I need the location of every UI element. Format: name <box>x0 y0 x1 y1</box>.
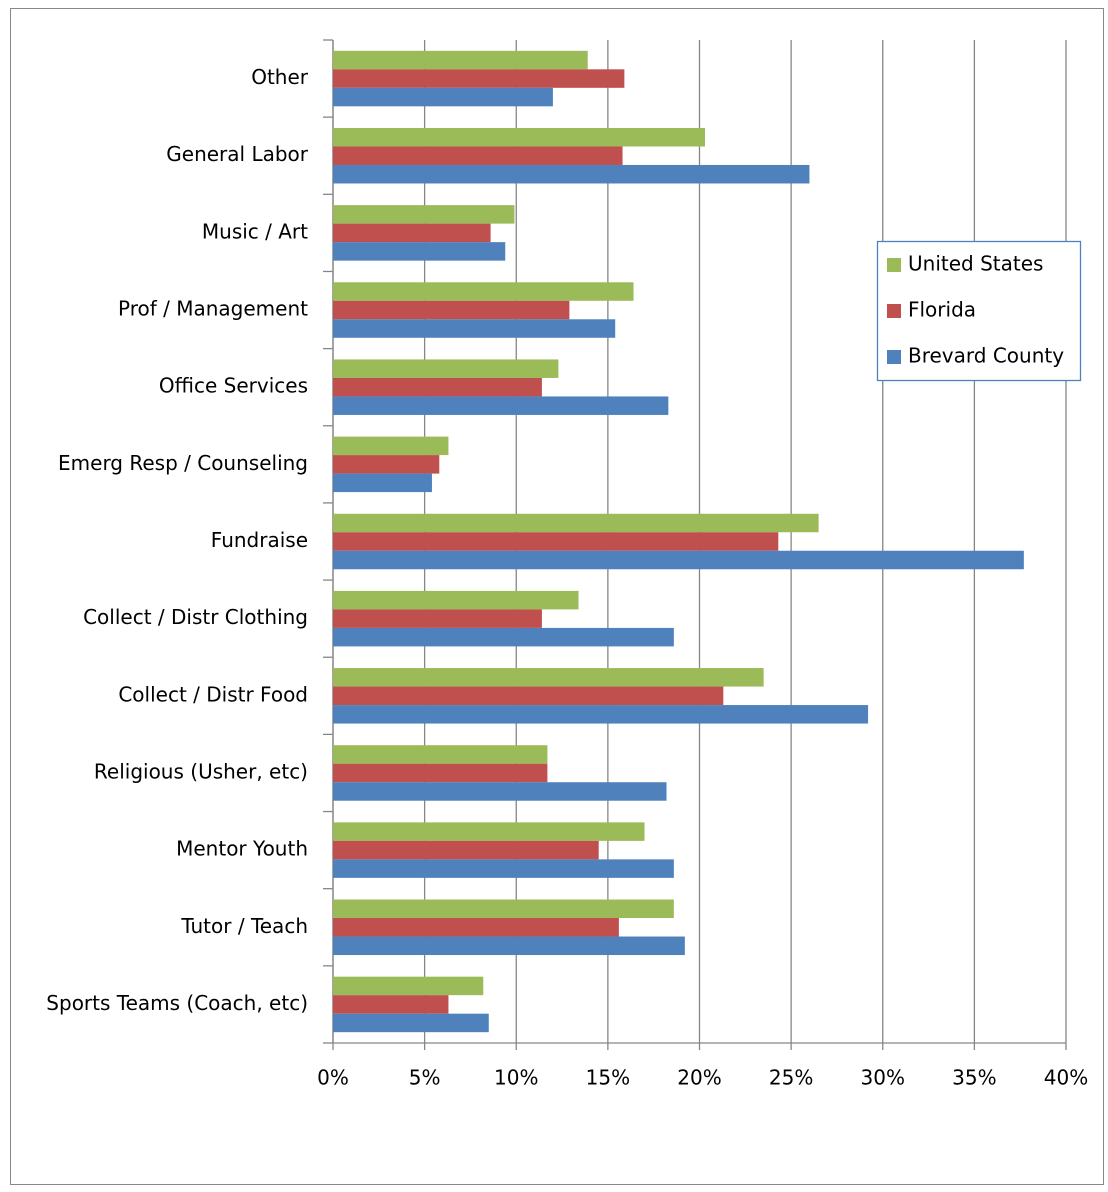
bar <box>333 627 674 647</box>
bar <box>333 918 619 937</box>
legend-box <box>876 240 1082 382</box>
y-tick-label: Mentor Youth <box>176 837 308 861</box>
bar <box>333 995 449 1014</box>
bar <box>333 146 623 165</box>
bar <box>333 455 440 474</box>
bar <box>333 840 599 860</box>
bar <box>333 763 548 783</box>
bar <box>333 359 559 378</box>
bar <box>333 782 667 801</box>
legend-label: United States <box>908 252 1043 276</box>
bar <box>333 705 869 724</box>
bar <box>333 745 548 764</box>
x-tick-label: 20% <box>677 1066 721 1090</box>
bar <box>333 473 432 493</box>
y-tick-label: Prof / Management <box>118 297 308 321</box>
bar <box>333 976 484 996</box>
x-tick-label: 10% <box>494 1066 538 1090</box>
bar <box>333 69 625 88</box>
y-tick-label: Sports Teams (Coach, etc) <box>46 991 308 1015</box>
bar <box>333 87 553 107</box>
y-tick-label: Music / Art <box>202 219 308 243</box>
y-tick-label: Office Services <box>159 374 308 398</box>
y-tick-label: Other <box>251 65 309 89</box>
x-tick-label: 0% <box>317 1066 349 1090</box>
bar <box>333 609 542 628</box>
legend-swatch <box>887 258 901 272</box>
y-tick-label: General Labor <box>166 142 309 166</box>
x-tick-label: 30% <box>861 1066 905 1090</box>
bar <box>333 822 645 841</box>
legend-label: Brevard County <box>908 344 1064 368</box>
bar <box>333 127 705 147</box>
bar <box>333 590 579 610</box>
bar <box>333 1013 489 1033</box>
bar <box>333 377 542 397</box>
y-tick-label: Religious (Usher, etc) <box>94 759 308 783</box>
y-tick-label: Collect / Distr Clothing <box>83 605 308 629</box>
bar <box>333 319 616 338</box>
bar <box>333 300 570 320</box>
y-tick-label: Tutor / Teach <box>180 914 308 938</box>
x-tick-label: 5% <box>409 1066 441 1090</box>
x-tick-label: 40% <box>1044 1066 1088 1090</box>
y-tick-label: Fundraise <box>211 528 308 552</box>
bar <box>333 50 588 70</box>
bar <box>333 532 779 551</box>
bar <box>333 396 669 415</box>
bar <box>333 899 674 919</box>
x-tick-label: 35% <box>952 1066 996 1090</box>
bar <box>333 164 810 184</box>
bar <box>333 550 1024 570</box>
bar <box>333 242 506 261</box>
legend-swatch <box>887 350 901 364</box>
bar <box>333 282 634 301</box>
bar <box>333 859 674 878</box>
y-tick-label: Collect / Distr Food <box>118 682 308 706</box>
bar <box>333 686 724 706</box>
bar <box>333 205 515 224</box>
bar <box>333 668 764 687</box>
y-tick-label: Emerg Resp / Counseling <box>58 451 308 475</box>
bar <box>333 436 449 456</box>
legend-swatch <box>887 304 901 318</box>
bar <box>333 513 819 533</box>
x-tick-label: 15% <box>586 1066 630 1090</box>
bar <box>333 936 685 956</box>
x-tick-label: 25% <box>769 1066 813 1090</box>
bar <box>333 223 491 243</box>
legend-label: Florida <box>908 298 976 322</box>
